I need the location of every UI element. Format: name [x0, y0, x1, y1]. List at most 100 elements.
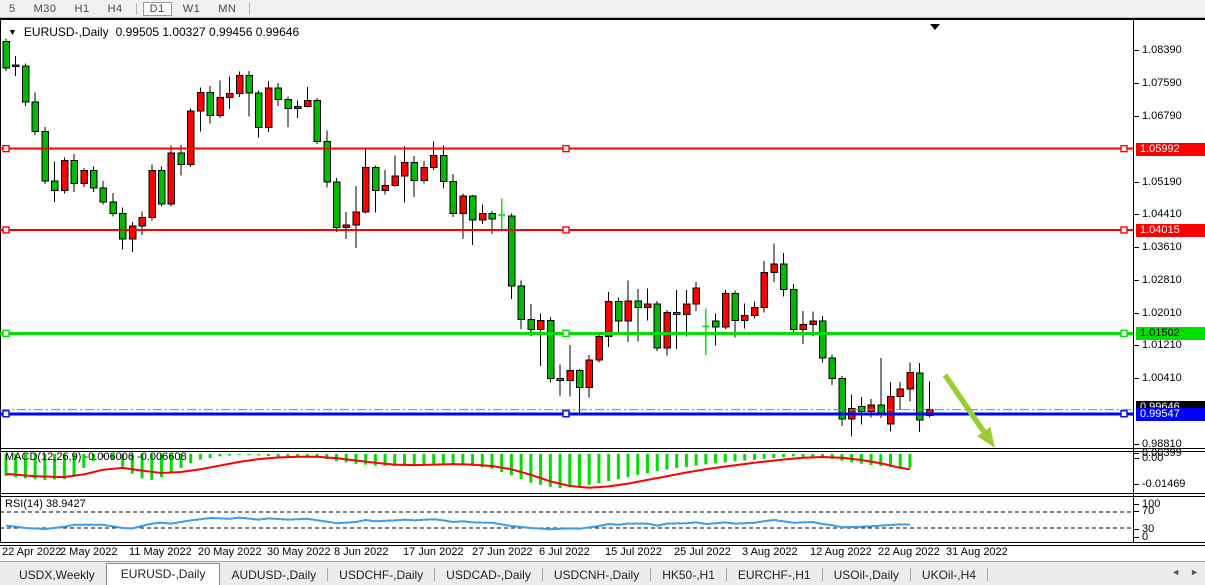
candle: [828, 354, 837, 385]
hline-handle[interactable]: [1120, 144, 1128, 153]
price-tick-label: 1.02010: [1142, 307, 1182, 319]
macd-tick-label: 0.00399: [1142, 447, 1182, 459]
chart-shift-marker-icon[interactable]: [930, 24, 940, 30]
tab-audusd-daily[interactable]: AUDUSD-,Daily: [231, 568, 317, 582]
tab-usoil-daily[interactable]: USOil-,Daily: [833, 568, 899, 582]
candle: [303, 87, 312, 108]
tab-separator: [725, 568, 727, 581]
hline-handle[interactable]: [1120, 329, 1128, 338]
candle: [60, 157, 69, 194]
tab-eurchf-h1[interactable]: EURCHF-,H1: [737, 568, 811, 582]
pane-separator[interactable]: [0, 448, 1205, 449]
candle: [546, 316, 555, 383]
price-pane[interactable]: [0, 21, 1133, 448]
candle: [469, 194, 477, 245]
hline-handle[interactable]: [2, 144, 10, 153]
tab-scroll-left-icon[interactable]: ◄: [1171, 567, 1181, 577]
hline-handle[interactable]: [2, 329, 10, 338]
candle: [644, 288, 652, 321]
tab-eurusd-daily[interactable]: EURUSD-,Daily: [105, 563, 221, 585]
trend-arrow-annotation[interactable]: [942, 373, 995, 448]
candle: [430, 141, 438, 171]
timeframe-button-5[interactable]: 5: [9, 2, 16, 15]
price-tick-mark: [1133, 280, 1139, 281]
hline-0.99547[interactable]: [0, 410, 1133, 418]
date-tick-label: 20 May 2022: [198, 546, 262, 558]
candle: [99, 180, 108, 205]
candle: [138, 211, 147, 236]
hline-handle[interactable]: [1120, 410, 1128, 418]
date-axis[interactable]: 22 Apr 2022 2 May 2022 11 May 2022 20 May 2…: [0, 546, 1205, 560]
price-line-label: 1.05992: [1136, 143, 1205, 156]
chart-tab-bar: USDX,Weekly EURUSD-,Daily AUDUSD-,Daily USD…: [0, 561, 1205, 585]
rsi-tick-label: 0: [1142, 531, 1149, 543]
candle: [352, 186, 360, 248]
candle: [498, 198, 506, 232]
price-tick-mark: [1133, 182, 1139, 183]
candle: [235, 71, 244, 97]
price-tick-mark: [1133, 83, 1139, 84]
tab-usdx-weekly[interactable]: USDX,Weekly: [19, 568, 95, 582]
pane-separator[interactable]: [0, 451, 1205, 452]
macd-pane[interactable]: [0, 452, 1133, 493]
tab-usdcad-daily[interactable]: USDCAD-,Daily: [446, 568, 531, 582]
tab-ukoil-h4[interactable]: UKOil-,H4: [921, 568, 976, 582]
hline-handle[interactable]: [1120, 226, 1128, 234]
chart-frame-top: [0, 18, 1205, 20]
rsi-tick-mark: [1133, 537, 1139, 538]
hline-handle[interactable]: [2, 226, 10, 234]
timeframe-button-h4[interactable]: H4: [107, 2, 123, 15]
candle: [750, 301, 759, 319]
hline-handle[interactable]: [562, 329, 570, 338]
collapse-triangle-icon[interactable]: ▼: [8, 27, 17, 37]
hline-handle[interactable]: [562, 410, 570, 418]
tab-separator: [650, 568, 652, 581]
candle: [255, 90, 263, 138]
macd-signal-line: [5, 455, 911, 489]
tab-usdchf-daily[interactable]: USDCHF-,Daily: [339, 568, 424, 582]
timeframe-button-w1[interactable]: W1: [182, 2, 201, 15]
timeframe-button-mn[interactable]: MN: [218, 2, 237, 15]
candle: [760, 261, 769, 313]
hline-1.01502[interactable]: [0, 329, 1133, 338]
candle: [925, 381, 934, 418]
macd-tick-mark: [1133, 484, 1139, 485]
candle: [167, 145, 176, 207]
pane-separator[interactable]: [0, 493, 1205, 494]
candle: [614, 297, 623, 332]
rsi-indicator-label: RSI(14) 38.9427: [5, 498, 86, 510]
macd-tick-mark: [1133, 458, 1139, 459]
timeframe-button-h1[interactable]: H1: [74, 2, 90, 15]
date-tick-label: 30 May 2022: [267, 546, 331, 558]
hline-1.04015[interactable]: [0, 226, 1133, 234]
price-tick-label: 1.06790: [1142, 110, 1182, 122]
hline-handle[interactable]: [562, 226, 570, 234]
candle: [731, 290, 739, 338]
timeframe-button-d1[interactable]: D1: [142, 1, 172, 16]
candle: [702, 308, 710, 356]
candle: [439, 145, 448, 189]
candle: [624, 280, 633, 343]
price-line-label: 1.04015: [1136, 224, 1205, 237]
candle: [857, 396, 866, 425]
hline-handle[interactable]: [2, 410, 10, 418]
rsi-tick-mark: [1133, 504, 1139, 505]
date-tick-label: 11 May 2022: [129, 546, 192, 558]
timeframe-button-m30[interactable]: M30: [33, 2, 57, 15]
hline-handle[interactable]: [562, 144, 570, 153]
hline-1.05992[interactable]: [0, 144, 1133, 153]
candle: [896, 381, 905, 410]
tab-hk50-h1[interactable]: HK50-,H1: [662, 568, 715, 582]
tab-usdcnh-daily[interactable]: USDCNH-,Daily: [553, 568, 640, 582]
date-tick-label: 31 Aug 2022: [946, 546, 1008, 558]
rsi-pane[interactable]: [0, 497, 1133, 542]
pane-separator[interactable]: [0, 496, 1205, 497]
candle: [478, 204, 487, 225]
tab-scroll-right-icon[interactable]: ►: [1190, 567, 1199, 577]
price-line-label: 0.99547: [1136, 408, 1205, 421]
candle: [41, 126, 49, 185]
candle: [449, 174, 458, 218]
price-tick-mark: [1133, 444, 1139, 445]
candle: [537, 313, 545, 366]
candle: [51, 161, 59, 202]
